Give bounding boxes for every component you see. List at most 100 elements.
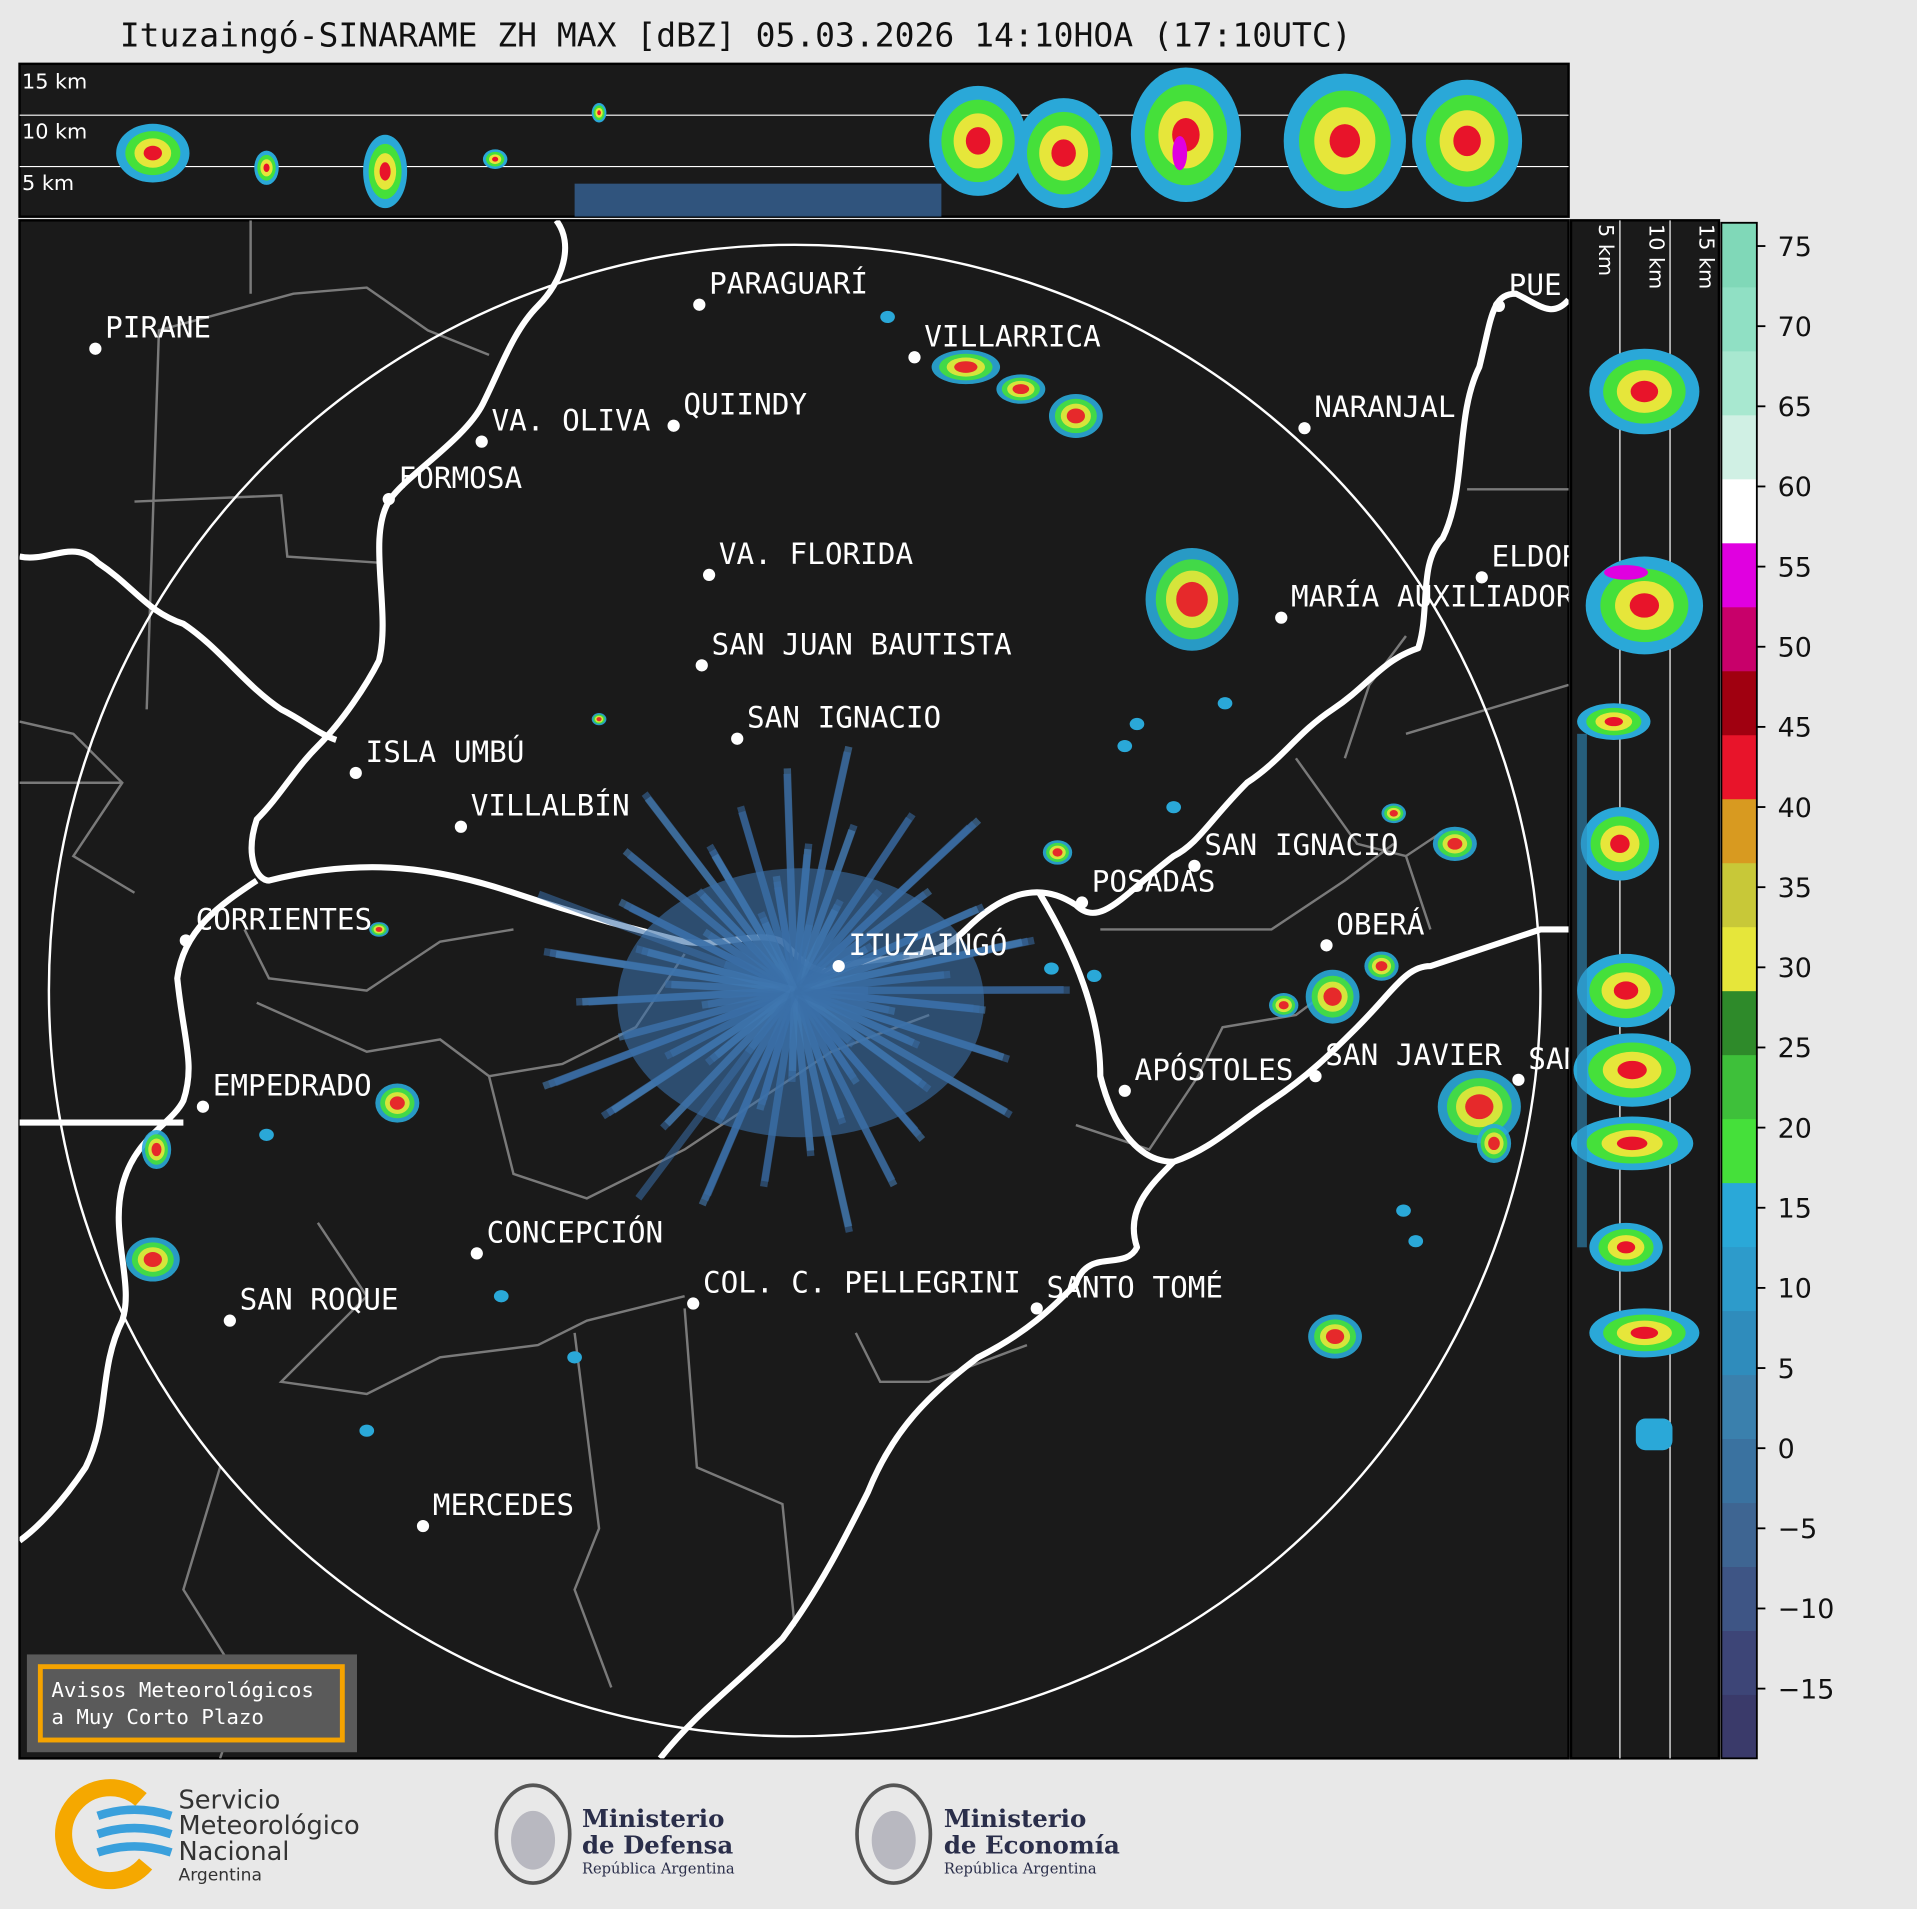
section-echo bbox=[1613, 981, 1639, 1000]
city-dot bbox=[382, 492, 395, 506]
city-dot bbox=[667, 419, 680, 432]
colorbar-label: −10 bbox=[1778, 1594, 1835, 1625]
city-label: SAN JAVIER bbox=[1325, 1038, 1502, 1072]
logo-text: Nacional bbox=[178, 1837, 289, 1867]
city-dot bbox=[349, 766, 362, 780]
radar-echoes bbox=[125, 310, 1521, 1437]
city-dot bbox=[1298, 422, 1311, 435]
cities: PARAGUARÍ PIRANE VILLARRICA QUIINDY VA. OLIV… bbox=[89, 266, 1633, 1533]
storm-cell bbox=[1325, 1329, 1345, 1345]
colorbar-band bbox=[1721, 734, 1757, 800]
storm-cell bbox=[1447, 838, 1463, 850]
logo-text: Meteorológico bbox=[178, 1811, 359, 1841]
city-dot bbox=[1320, 939, 1333, 952]
echo-speck bbox=[359, 1424, 375, 1437]
city-dot bbox=[470, 1247, 483, 1260]
colorbar-band bbox=[1721, 1246, 1757, 1312]
section-echo bbox=[965, 127, 991, 155]
city-label: ELDORADO bbox=[1492, 539, 1633, 573]
colorbar-band bbox=[1721, 926, 1757, 992]
height-label: 10 km bbox=[22, 119, 87, 143]
city-label: ITUZAINGÓ bbox=[848, 926, 1007, 962]
notice-box[interactable] bbox=[26, 1654, 357, 1753]
city-label: NARANJAL bbox=[1314, 390, 1455, 424]
storm-cell bbox=[954, 361, 978, 373]
colorbar-band bbox=[1721, 1630, 1757, 1695]
notice-border bbox=[37, 1664, 345, 1743]
city-dot bbox=[1492, 299, 1505, 313]
city-dot bbox=[454, 820, 468, 833]
echo-speck bbox=[493, 1290, 509, 1303]
colorbar-label: 40 bbox=[1778, 793, 1812, 824]
colorbar-band bbox=[1721, 1502, 1757, 1568]
echo-speck bbox=[880, 310, 895, 324]
city-label: COL. C. PELLEGRINI bbox=[703, 1266, 1021, 1300]
colorbar-band bbox=[1721, 286, 1757, 352]
colorbar-label: 50 bbox=[1778, 633, 1812, 664]
colorbar-band bbox=[1721, 1438, 1757, 1504]
logo-text: Ministerio bbox=[944, 1804, 1086, 1833]
city-dot bbox=[1188, 859, 1201, 872]
storm-cell bbox=[1066, 408, 1086, 424]
city-label: CORRIENTES bbox=[196, 902, 373, 936]
storm-cell bbox=[389, 1096, 405, 1110]
city-label: SAN ROQUE bbox=[240, 1283, 399, 1317]
city-dot bbox=[908, 351, 921, 364]
city-label: VA. OLIVA bbox=[491, 404, 650, 438]
section-echo bbox=[1329, 124, 1361, 158]
height-label: 15 km bbox=[22, 69, 87, 93]
section-echo bbox=[379, 162, 391, 181]
colorbar-label: 25 bbox=[1778, 1033, 1812, 1064]
colorbar-band bbox=[1721, 350, 1757, 416]
section-echo bbox=[263, 163, 270, 173]
colorbar-label: 30 bbox=[1778, 953, 1812, 984]
section-echo bbox=[1630, 1326, 1659, 1340]
right-echoes bbox=[1571, 348, 1704, 1451]
city-label: PIRANE bbox=[105, 311, 211, 345]
city-label: SANTO TOMÉ bbox=[1047, 1269, 1224, 1304]
smn-logo: Servicio Meteorológico Nacional Argentin… bbox=[55, 1779, 360, 1890]
colorbar-band bbox=[1721, 478, 1757, 544]
section-echo bbox=[1629, 593, 1660, 618]
colorbar-label: −5 bbox=[1778, 1514, 1818, 1545]
storm-cell bbox=[1176, 581, 1208, 617]
section-echo bbox=[1635, 1418, 1673, 1451]
storm-cell bbox=[1052, 848, 1063, 857]
logo-text: Argentina bbox=[178, 1866, 261, 1886]
city-dot bbox=[695, 659, 708, 672]
clutter-core bbox=[617, 868, 985, 1138]
echo-speck bbox=[1217, 697, 1233, 710]
colorbar-label: 15 bbox=[1778, 1194, 1812, 1225]
section-echo bbox=[597, 110, 601, 116]
colorbar-label: 55 bbox=[1778, 552, 1812, 583]
colorbar-band bbox=[1721, 862, 1757, 928]
echo-speck bbox=[1396, 1204, 1411, 1217]
colorbar-label: 75 bbox=[1778, 232, 1812, 263]
section-echo bbox=[1577, 733, 1587, 1248]
colorbar-label: 10 bbox=[1778, 1274, 1812, 1305]
city-dot bbox=[1275, 611, 1288, 624]
boundaries bbox=[19, 220, 1569, 1759]
defensa-logo: Ministerio de Defensa República Argentin… bbox=[494, 1783, 735, 1885]
city-label: SAN JUAN BAUTISTA bbox=[712, 627, 1013, 661]
city-dot bbox=[1309, 1070, 1322, 1083]
city-label: APÓSTOLES bbox=[1135, 1051, 1294, 1087]
storm-cell bbox=[1465, 1094, 1494, 1120]
city-label: SAN IGNACIO bbox=[1204, 828, 1398, 862]
height-label: 5 km bbox=[22, 171, 74, 195]
colorbar-label: 20 bbox=[1778, 1113, 1812, 1144]
city-label: VILLARRICA bbox=[924, 319, 1101, 353]
colorbar-band bbox=[1721, 670, 1757, 736]
echo-speck bbox=[1408, 1235, 1424, 1248]
height-label: 5 km bbox=[1594, 224, 1618, 276]
echo-speck bbox=[259, 1128, 274, 1141]
city-dot bbox=[179, 934, 192, 947]
echo-speck bbox=[1086, 969, 1102, 983]
colorbar-label: 35 bbox=[1778, 873, 1812, 904]
colorbar-band bbox=[1721, 414, 1757, 480]
ground-clutter bbox=[574, 183, 942, 217]
city-dot bbox=[687, 1297, 700, 1310]
city-dot bbox=[731, 732, 744, 745]
logo-text: República Argentina bbox=[582, 1860, 735, 1877]
